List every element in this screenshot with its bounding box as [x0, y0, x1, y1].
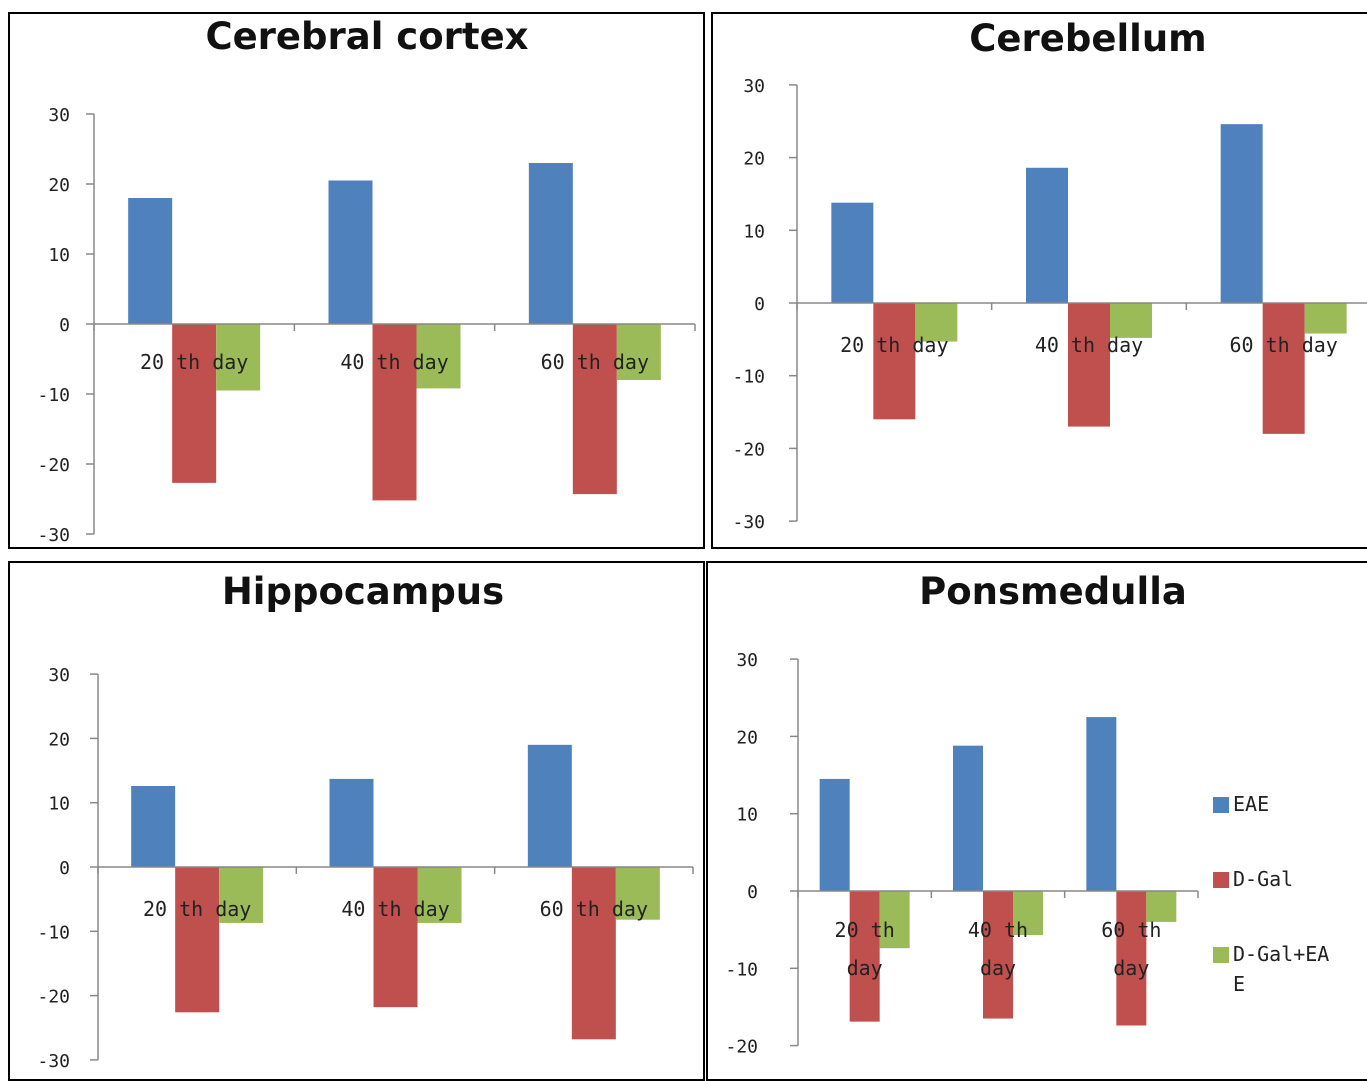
- x-category-label: 20 th day: [143, 897, 251, 921]
- y-tick-label: -20: [37, 455, 70, 476]
- y-tick-label: -20: [732, 439, 765, 460]
- chart-panel-cerebellum: Cerebellum 30 20 10 0 -10 -20 -30 20 th day 40 th…: [711, 12, 1367, 549]
- y-tick-label: -30: [37, 525, 70, 546]
- legend-swatch-d-gal-eae: [1213, 947, 1229, 963]
- y-tick-label: -10: [732, 367, 765, 388]
- x-category-label: 20 th day: [140, 350, 248, 374]
- bar-d-gal-60-th-day: [1262, 303, 1305, 434]
- y-tick-label: -30: [732, 512, 765, 533]
- y-tick-label: 30: [48, 105, 70, 126]
- bar-d-gal-60-th-day: [1116, 891, 1147, 1026]
- bar-eae-40-th-day: [953, 745, 983, 891]
- bar-d-gal-40-th-day: [983, 891, 1013, 1019]
- y-tick-label: -20: [725, 1037, 758, 1058]
- bar-d-gal-eae-40-th-day: [1013, 891, 1043, 936]
- x-category-label: 40 th day: [340, 350, 448, 374]
- bar-eae-60-th-day: [1086, 717, 1117, 891]
- y-tick-label: 20: [736, 727, 758, 748]
- bar-eae-40-th-day: [1026, 167, 1068, 303]
- y-tick-label: 30: [48, 665, 70, 686]
- bar-d-gal-eae-20-th-day: [219, 867, 264, 923]
- y-tick-label: -20: [37, 987, 70, 1008]
- y-tick-label: 0: [59, 315, 70, 336]
- bar-d-gal-eae-40-th-day: [416, 324, 461, 389]
- x-category-label: 60 th day: [1229, 333, 1337, 357]
- bar-eae-20-th-day: [831, 202, 874, 303]
- x-category-label: 40 th day: [341, 897, 449, 921]
- x-category-label: 20 th day: [835, 918, 895, 980]
- bar-eae-40-th-day: [328, 180, 373, 324]
- bar-eae-60-th-day: [528, 163, 573, 324]
- bar-eae-20-th-day: [131, 785, 176, 867]
- bar-d-gal-40-th-day: [373, 867, 418, 1008]
- bar-d-gal-20-th-day: [849, 891, 880, 1022]
- y-tick-label: -10: [725, 959, 758, 980]
- y-tick-label: -10: [37, 385, 70, 406]
- bar-d-gal-60-th-day: [571, 867, 616, 1040]
- chart-panel-ponsmedulla: Ponsmedulla 30 20 10 0 -10 -20 20 th day 40 th day…: [706, 561, 1367, 1081]
- chart-svg: Ponsmedulla 30 20 10 0 -10 -20 20 th day 40 th day…: [725, 570, 1329, 1058]
- x-category-label: 60 th day: [1101, 918, 1161, 980]
- bar-d-gal-eae-60-th-day: [615, 867, 660, 920]
- y-tick-label: -30: [37, 1051, 70, 1072]
- y-tick-label: 10: [736, 805, 758, 826]
- legend-label-eae: EAE: [1233, 792, 1269, 816]
- bar-d-gal-eae-20-th-day: [216, 324, 261, 391]
- y-tick-label: 10: [48, 245, 70, 266]
- chart-panel-hippocampus: Hippocampus 30 20 10 0 -10 -20 -30 20 th day 40 t…: [8, 561, 705, 1081]
- bar-d-gal-eae-20-th-day: [915, 303, 958, 342]
- bar-d-gal-eae-20-th-day: [879, 891, 910, 949]
- y-tick-label: 20: [48, 175, 70, 196]
- y-tick-label: 10: [743, 221, 765, 242]
- bar-d-gal-20-th-day: [873, 303, 916, 420]
- bar-d-gal-eae-40-th-day: [417, 867, 462, 923]
- y-tick-label: 10: [48, 794, 70, 815]
- bar-eae-60-th-day: [1220, 124, 1263, 304]
- x-category-label: 40 th day: [1035, 333, 1143, 357]
- legend-label-d-gal-eae: D-Gal+EA E: [1233, 942, 1329, 996]
- chart-svg: Cerebellum 30 20 10 0 -10 -20 -30 20 th day 40 th…: [732, 17, 1367, 533]
- bar-d-gal-20-th-day: [172, 324, 217, 483]
- y-tick-label: 30: [736, 650, 758, 671]
- bar-eae-20-th-day: [128, 198, 173, 324]
- y-tick-label: 0: [754, 294, 765, 315]
- y-tick-label: 0: [59, 858, 70, 879]
- bar-d-gal-20-th-day: [175, 867, 220, 1013]
- legend-label-d-gal: D-Gal: [1233, 867, 1293, 891]
- chart-title: Cerebral cortex: [205, 15, 528, 58]
- legend-swatch-eae: [1213, 797, 1229, 813]
- y-tick-label: 0: [747, 882, 758, 903]
- bar-d-gal-eae-40-th-day: [1110, 303, 1152, 338]
- bar-d-gal-eae-60-th-day: [1146, 891, 1177, 922]
- bar-eae-20-th-day: [819, 778, 850, 891]
- y-tick-label: 20: [48, 729, 70, 750]
- legend-swatch-d-gal: [1213, 872, 1229, 888]
- chart-panel-cerebral-cortex: Cerebral cortex 30 20 10 0 -10 -20 -30 20 th day…: [8, 12, 705, 549]
- y-tick-label: -10: [37, 922, 70, 943]
- y-tick-label: 30: [743, 76, 765, 97]
- bar-d-gal-40-th-day: [1068, 303, 1110, 427]
- x-category-label: 20 th day: [840, 333, 948, 357]
- bar-eae-40-th-day: [329, 778, 374, 867]
- bar-eae-60-th-day: [527, 744, 572, 867]
- x-category-label: 60 th day: [541, 350, 649, 374]
- x-category-label: 40 th day: [968, 918, 1028, 980]
- chart-svg: Hippocampus 30 20 10 0 -10 -20 -30 20 th day 40 t…: [37, 570, 694, 1072]
- bar-d-gal-eae-60-th-day: [1304, 303, 1347, 334]
- x-category-label: 60 th day: [540, 897, 648, 921]
- y-tick-label: 20: [743, 149, 765, 170]
- chart-title: Hippocampus: [222, 570, 504, 613]
- chart-title: Ponsmedulla: [919, 570, 1187, 613]
- bar-d-gal-40-th-day: [372, 324, 417, 501]
- bar-d-gal-60-th-day: [572, 324, 617, 495]
- chart-svg: Cerebral cortex 30 20 10 0 -10 -20 -30 20 th day…: [37, 15, 696, 546]
- chart-title: Cerebellum: [969, 17, 1206, 60]
- bar-d-gal-eae-60-th-day: [616, 324, 661, 380]
